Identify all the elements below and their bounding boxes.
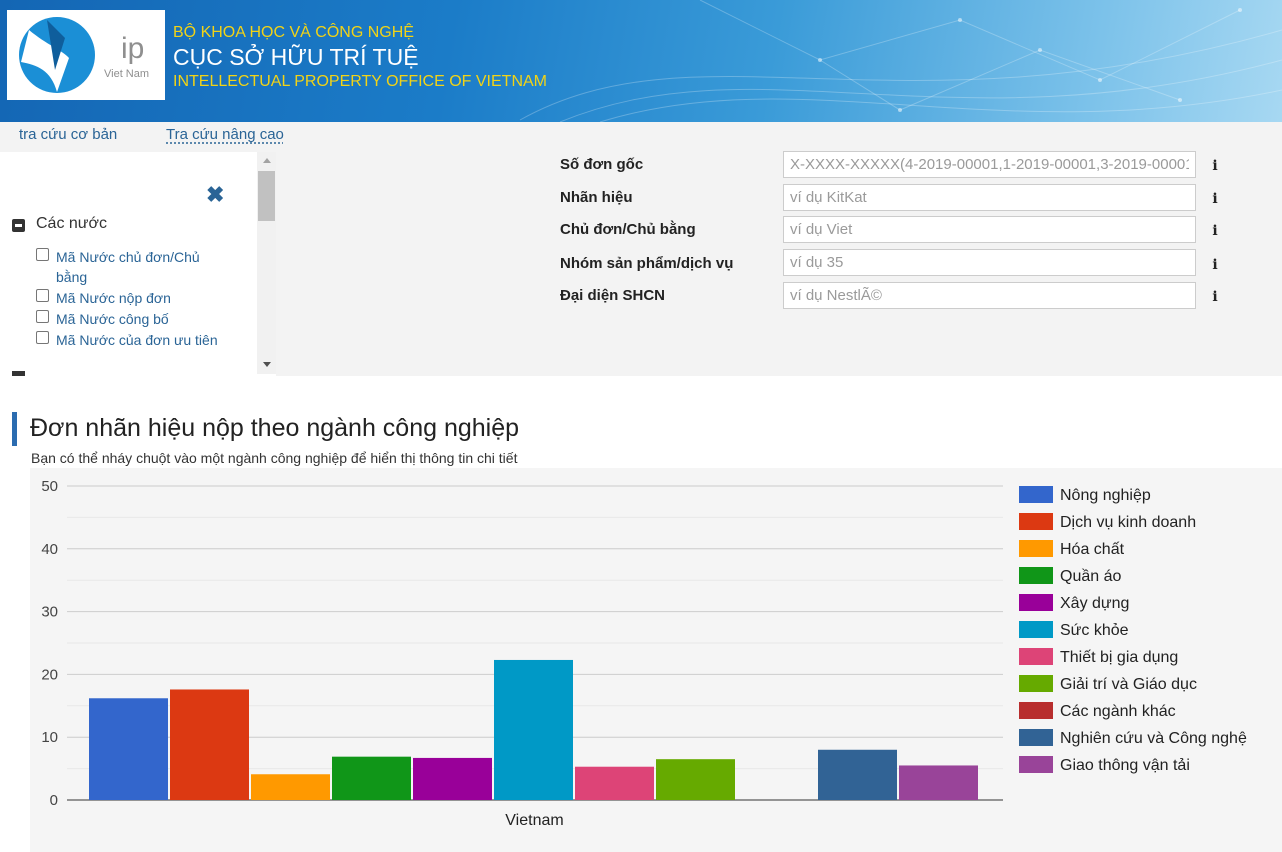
y-tick-label: 30 [41,604,58,621]
x-category-label: Vietnam [505,812,563,829]
section-accent-bar [12,412,17,446]
bar-5[interactable] [413,758,492,800]
filter-group-title: Các nước [36,215,107,233]
legend-label[interactable]: Xây dựng [1060,595,1129,612]
label-ip-representative: Đại diện SHCN [560,287,665,304]
filter-checkbox-owner-country[interactable] [36,248,49,261]
legend-label[interactable]: Các ngành khác [1060,703,1176,720]
bar-1[interactable] [89,698,168,800]
legend-swatch[interactable] [1019,567,1053,584]
chart-canvas: 0 10 20 30 40 50 Vietnam Nông nghiệp Dịch vụ kin… [30,468,1282,852]
chart-section-title: Đơn nhãn hiệu nộp theo ngành công nghiệp [30,414,519,443]
filter-label-filing-country[interactable]: Mã Nước nộp đơn [56,288,171,308]
legend-swatch[interactable] [1019,648,1053,665]
filter-label-publication-country[interactable]: Mã Nước công bố [56,309,169,329]
label-original-application-number: Số đơn gốc [560,156,643,173]
label-applicant: Chủ đơn/Chủ bằng [560,221,696,238]
bar-10[interactable] [818,750,897,800]
info-icon[interactable]: i [1211,158,1219,174]
legend-label[interactable]: Thiết bị gia dụng [1060,649,1178,666]
legend-swatch[interactable] [1019,729,1053,746]
bar-6[interactable] [494,660,573,800]
label-trademark: Nhãn hiệu [560,189,633,206]
legend-label[interactable]: Hóa chất [1060,541,1125,558]
original-application-number-input[interactable] [783,151,1196,178]
filter-label-owner-country[interactable]: Mã Nước chủ đơn/Chủ bằng [56,247,226,287]
info-icon[interactable]: i [1211,257,1219,273]
logo-text: ip [121,32,144,66]
tab-basic-search[interactable]: tra cứu cơ bản [19,126,117,143]
legend-swatch[interactable] [1019,621,1053,638]
y-tick-label: 40 [41,541,58,558]
applicant-input[interactable] [783,216,1196,243]
info-icon[interactable]: i [1211,191,1219,207]
bar-4[interactable] [332,757,411,800]
y-tick-label: 0 [50,792,58,809]
next-group-icon-partial [12,371,25,376]
bar-7[interactable] [575,767,654,800]
legend-swatch[interactable] [1019,675,1053,692]
label-product-class: Nhóm sản phẩm/dịch vụ [560,255,733,272]
bar-11[interactable] [899,765,978,800]
trademark-input[interactable] [783,184,1196,211]
product-class-input[interactable] [783,249,1196,276]
bar-8[interactable] [656,759,735,800]
filter-label-priority-country[interactable]: Mã Nước của đơn ưu tiên [56,330,218,350]
chart-section-subtitle: Bạn có thể nháy chuột vào một ngành công… [31,450,517,466]
minus-square-icon[interactable] [12,219,25,232]
tab-advanced-search[interactable]: Tra cứu nâng cao [166,126,284,143]
logo[interactable]: ip Viet Nam [7,10,165,100]
logo-subtext: Viet Nam [104,68,149,80]
legend-label[interactable]: Nghiên cứu và Công nghệ [1060,730,1247,747]
legend-swatch[interactable] [1019,540,1053,557]
filter-checkbox-publication-country[interactable] [36,310,49,323]
filter-checkbox-priority-country[interactable] [36,331,49,344]
legend-label[interactable]: Giao thông vận tải [1060,757,1190,774]
scroll-down-arrow-icon[interactable] [263,362,271,367]
y-tick-label: 20 [41,666,58,683]
filter-label-text: Mã Nước chủ đơn/Chủ bằng [56,249,200,285]
bar-2[interactable] [170,689,249,800]
filter-checkbox-filing-country[interactable] [36,289,49,302]
ip-representative-input[interactable] [783,282,1196,309]
scroll-thumb[interactable] [258,171,275,221]
legend-label[interactable]: Sức khỏe [1060,622,1129,639]
legend-label[interactable]: Quần áo [1060,568,1121,585]
close-icon[interactable]: ✖ [206,184,224,206]
bar-3[interactable] [251,774,330,800]
legend-label[interactable]: Giải trí và Giáo dục [1060,676,1197,693]
legend-swatch[interactable] [1019,513,1053,530]
office-name: CỤC SỞ HỮU TRÍ TUỆ [173,44,419,71]
legend-label[interactable]: Nông nghiệp [1060,487,1151,504]
y-tick-label: 10 [41,729,58,746]
legend-swatch[interactable] [1019,594,1053,611]
info-icon[interactable]: i [1211,289,1219,305]
legend-swatch[interactable] [1019,486,1053,503]
industry-bar-chart[interactable]: 0 10 20 30 40 50 Vietnam Nông nghiệp Dịch vụ kin… [30,468,1282,852]
info-icon[interactable]: i [1211,223,1219,239]
legend-swatch[interactable] [1019,702,1053,719]
legend-swatch[interactable] [1019,756,1053,773]
header-banner: ip Viet Nam BỘ KHOA HỌC VÀ CÔNG NGHỆ CỤC… [0,0,1282,122]
ministry-name: BỘ KHOA HỌC VÀ CÔNG NGHỆ [173,24,414,42]
y-tick-label: 50 [41,478,58,495]
legend-label[interactable]: Dịch vụ kinh doanh [1060,514,1196,531]
scroll-up-arrow-icon[interactable] [263,158,271,163]
office-name-english: INTELLECTUAL PROPERTY OFFICE OF VIETNAM [173,73,547,91]
